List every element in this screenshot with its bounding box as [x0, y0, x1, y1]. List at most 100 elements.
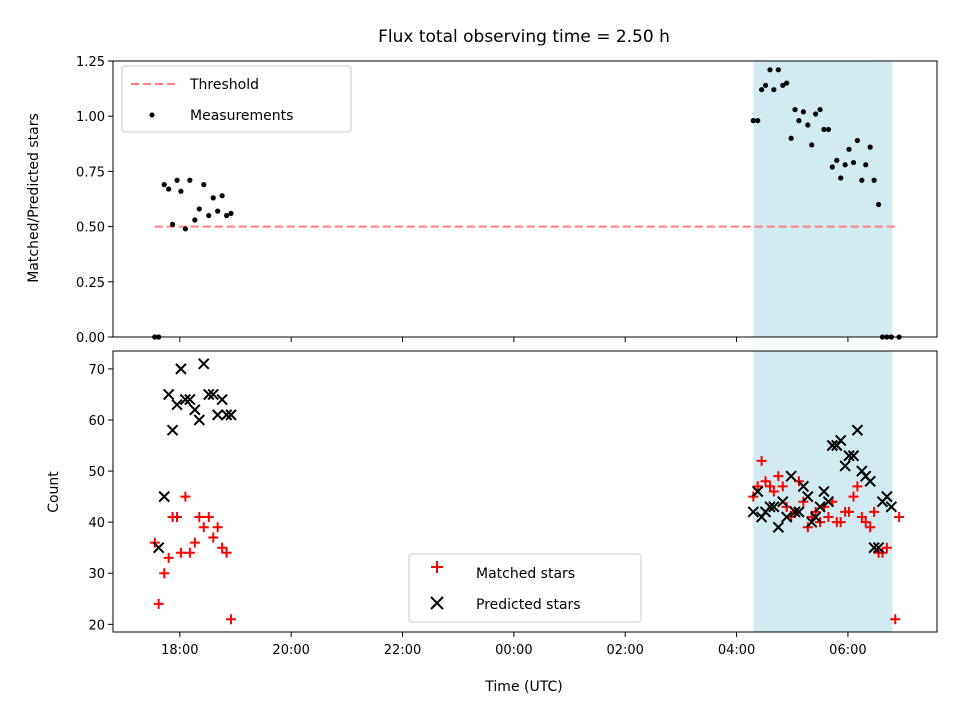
y-tick-label: 30	[88, 567, 105, 582]
predicted-star-point	[772, 521, 785, 533]
measurement-point	[219, 193, 225, 199]
predicted-star-point	[220, 409, 233, 421]
counts-layer	[149, 358, 905, 625]
predicted-star-point	[179, 393, 192, 406]
matched-star-point	[226, 614, 237, 625]
measurement-point	[196, 206, 202, 212]
measurement-point	[805, 122, 811, 128]
measurement-point	[846, 146, 852, 152]
ratio-x-ticks	[179, 337, 849, 342]
y-tick-label: 40	[88, 516, 105, 531]
matched-star-point	[184, 547, 195, 558]
ratio-panel-frame	[112, 60, 938, 338]
predicted-star-point	[814, 501, 826, 513]
predicted-star-point	[822, 496, 835, 508]
predicted-star-point	[225, 409, 237, 421]
chart-title: Flux total observing time = 2.50 h	[378, 27, 670, 47]
predicted-star-point	[752, 485, 764, 498]
measurement-point	[215, 208, 221, 214]
count-x-ticks: 18:00 20:00 22:00 00:00 02:00 04:00 06:00	[161, 632, 867, 658]
x-tick-label: 06:00	[829, 643, 866, 658]
matched-star-point	[159, 568, 170, 579]
predicted-star-point	[152, 541, 165, 554]
measurement-point	[767, 67, 773, 73]
legend-measurements-swatch	[149, 112, 155, 118]
measurement-point	[809, 142, 815, 148]
measurement-point	[850, 159, 857, 166]
x-axis-label: Time (UTC)	[484, 679, 562, 695]
x-tick-label: 00:00	[495, 643, 532, 658]
predicted-star-point	[843, 450, 855, 462]
matched-star-point	[844, 506, 855, 517]
matched-star-point	[194, 512, 205, 523]
count-panel-frame	[112, 350, 938, 633]
x-tick-label: 20:00	[272, 643, 309, 658]
predicted-star-point	[189, 404, 201, 416]
measurement-point	[834, 157, 840, 163]
matched-star-point	[175, 547, 186, 558]
measurement-point	[796, 118, 802, 124]
predicted-star-point	[747, 506, 759, 518]
measurement-point	[838, 175, 844, 181]
matched-star-point	[212, 522, 223, 533]
matched-star-point	[198, 522, 209, 533]
measurement-point	[182, 226, 188, 232]
matched-star-point	[153, 598, 164, 609]
y-tick-label: 0.00	[76, 331, 105, 346]
x-tick-label: 22:00	[384, 643, 421, 658]
predicted-star-point	[834, 434, 847, 447]
measurement-point	[762, 82, 769, 88]
measurement-point	[775, 67, 781, 73]
predicted-star-point	[780, 511, 793, 523]
x-tick-label: 18:00	[161, 643, 198, 658]
count-y-axis-label: Count	[46, 471, 62, 513]
count-panel: 20 30 40 50 60 70 18:00 20:00 22:00 00:00 02:00 04…	[46, 350, 938, 695]
y-tick-label: 70	[88, 363, 105, 378]
predicted-star-point	[785, 470, 797, 482]
y-tick-label: 20	[88, 618, 105, 633]
x-tick-label: 02:00	[606, 643, 643, 658]
measurement-point	[842, 162, 848, 168]
predicted-star-point	[162, 388, 175, 401]
predicted-star-point	[184, 393, 196, 406]
x-tick-label: 04:00	[718, 643, 755, 658]
measurement-point	[228, 210, 234, 216]
legend-measurements-label: Measurements	[190, 108, 293, 124]
matched-star-point	[217, 542, 228, 553]
count-y-ticks: 20 30 40 50 60 70	[88, 363, 113, 633]
count-legend-box	[408, 553, 642, 623]
predicted-star-point	[198, 358, 210, 370]
ratio-legend: Threshold Measurements	[121, 65, 352, 133]
matched-star-point	[768, 486, 779, 497]
predicted-star-point	[809, 511, 822, 523]
matched-star-point	[865, 522, 876, 533]
measurement-point	[201, 182, 207, 188]
predicted-star-point	[818, 485, 830, 498]
matched-star-point	[890, 614, 901, 625]
measurement-point	[863, 162, 869, 168]
measurement-point	[875, 201, 882, 208]
observing-window-span	[753, 61, 893, 337]
matched-star-point	[756, 455, 767, 466]
measurement-point	[817, 106, 823, 113]
measurement-point	[210, 195, 216, 201]
predicted-star-point	[789, 506, 801, 518]
legend-predicted-swatch	[430, 596, 444, 610]
matched-star-point	[881, 542, 892, 553]
measurement-point	[825, 126, 832, 133]
measurement-point	[178, 188, 184, 194]
measurement-point	[161, 182, 167, 188]
predicted-star-point	[203, 388, 215, 401]
matched-star-point	[221, 547, 232, 558]
ratio-y-ticks: 0.00 0.25 0.50 0.75 1.00 1.25	[76, 55, 113, 346]
predicted-star-point	[802, 490, 814, 503]
matched-star-point	[180, 491, 191, 502]
measurement-point	[169, 221, 176, 227]
matched-star-point	[752, 481, 763, 492]
measurement-point	[166, 186, 172, 192]
matched-star-point	[773, 471, 784, 482]
measurement-point	[192, 217, 198, 223]
matched-star-point	[172, 512, 183, 523]
predicted-star-point	[764, 501, 776, 513]
